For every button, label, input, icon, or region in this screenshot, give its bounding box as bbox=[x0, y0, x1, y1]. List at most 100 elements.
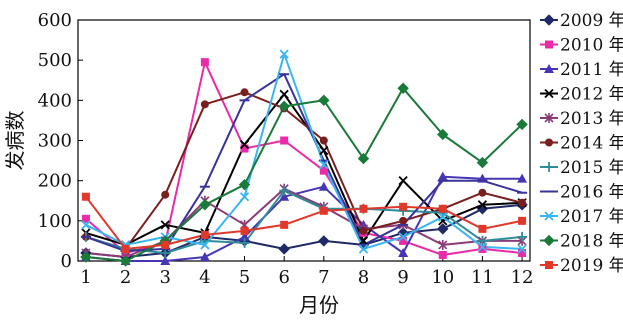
data-point bbox=[200, 240, 210, 250]
series-line-7 bbox=[85, 189, 523, 254]
legend-label: 2010 年 bbox=[560, 36, 623, 56]
data-point bbox=[477, 242, 488, 252]
legend-item: 2014 年 bbox=[540, 134, 623, 154]
data-point bbox=[358, 236, 369, 246]
legend: 2009 年 2010 年 2011 年 2012 年 2013 年 2014 年 2015… bbox=[540, 11, 623, 276]
legend-swatch-marker bbox=[544, 88, 554, 99]
data-point bbox=[399, 236, 408, 245]
data-point bbox=[239, 139, 250, 150]
data-point bbox=[319, 145, 329, 156]
data-point bbox=[516, 118, 528, 131]
series-line-10 bbox=[85, 87, 523, 262]
legend-swatch-marker bbox=[544, 162, 554, 172]
x-tick-label: 10 bbox=[431, 267, 454, 288]
data-point bbox=[279, 191, 290, 201]
data-point bbox=[517, 231, 528, 242]
data-point bbox=[278, 243, 290, 255]
x-tick-label: 1 bbox=[80, 267, 91, 288]
legend-label: 2014 年 bbox=[560, 134, 623, 154]
data-point bbox=[438, 212, 448, 222]
data-point bbox=[438, 216, 448, 226]
data-point bbox=[478, 224, 487, 233]
legend-label: 2011 年 bbox=[560, 60, 623, 80]
series-markers bbox=[80, 49, 528, 267]
data-point bbox=[319, 136, 328, 145]
legend-swatch-marker bbox=[544, 211, 554, 221]
data-point bbox=[359, 226, 368, 235]
legend-item: 2013 年 bbox=[540, 109, 623, 129]
series-lines bbox=[85, 53, 523, 262]
data-point bbox=[357, 152, 370, 165]
data-point bbox=[398, 176, 408, 186]
y-tick-label: 200 bbox=[38, 171, 72, 192]
data-point bbox=[399, 216, 408, 225]
series-line-1 bbox=[85, 203, 523, 258]
data-point bbox=[240, 226, 249, 235]
data-point bbox=[478, 244, 487, 253]
data-point bbox=[279, 89, 289, 99]
data-point bbox=[437, 171, 448, 181]
legend-label: 2017 年 bbox=[560, 207, 623, 227]
data-point bbox=[399, 202, 408, 211]
data-point bbox=[81, 220, 91, 230]
data-point bbox=[239, 192, 250, 202]
data-point bbox=[437, 223, 449, 235]
legend-label: 2019 年 bbox=[560, 256, 623, 276]
legend-item: 2018 年 bbox=[540, 232, 623, 252]
data-point bbox=[200, 230, 209, 239]
data-point bbox=[437, 128, 449, 141]
data-point bbox=[359, 204, 368, 213]
x-tick-label: 9 bbox=[397, 267, 408, 288]
data-point bbox=[280, 136, 289, 145]
data-point bbox=[278, 100, 290, 113]
legend-item: 2010 年 bbox=[540, 36, 623, 56]
data-point bbox=[240, 144, 249, 153]
data-point bbox=[476, 156, 489, 169]
data-point bbox=[358, 244, 369, 254]
series-line-6 bbox=[85, 91, 523, 250]
data-point bbox=[319, 166, 328, 175]
data-point bbox=[318, 181, 329, 191]
y-axis-title: 发病数 bbox=[3, 111, 27, 171]
legend-swatch-marker bbox=[543, 14, 555, 26]
data-point bbox=[81, 214, 90, 223]
data-point bbox=[397, 82, 409, 94]
legend-swatch-marker bbox=[544, 113, 554, 123]
legend-label: 2012 年 bbox=[560, 85, 623, 105]
x-tick-label: 5 bbox=[239, 267, 250, 288]
legend-label: 2009 年 bbox=[560, 11, 623, 31]
data-point bbox=[239, 231, 250, 241]
data-point bbox=[517, 244, 527, 254]
data-point bbox=[279, 49, 289, 59]
y-tick-label: 100 bbox=[38, 211, 72, 232]
legend-item: 2015 年 bbox=[540, 158, 623, 178]
legend-swatch-marker bbox=[543, 234, 555, 247]
data-point bbox=[279, 185, 290, 196]
legend-swatch-marker bbox=[545, 261, 553, 269]
data-point bbox=[518, 248, 527, 257]
data-point bbox=[438, 250, 447, 259]
x-tick-label: 8 bbox=[358, 267, 369, 288]
data-point bbox=[318, 94, 330, 107]
legend-swatch-marker bbox=[545, 138, 553, 147]
data-point bbox=[280, 220, 289, 229]
data-point bbox=[199, 199, 211, 211]
legend-label: 2013 年 bbox=[560, 109, 623, 129]
data-point bbox=[238, 178, 251, 191]
data-point bbox=[200, 100, 209, 109]
data-point bbox=[477, 235, 488, 246]
series-line-8 bbox=[85, 73, 523, 252]
x-tick-label: 6 bbox=[278, 267, 289, 288]
data-point bbox=[478, 188, 487, 197]
data-point bbox=[160, 220, 170, 230]
data-point bbox=[438, 239, 448, 250]
data-point bbox=[199, 251, 210, 261]
data-point bbox=[239, 237, 250, 248]
data-point bbox=[119, 255, 132, 267]
legend-label: 2016 年 bbox=[560, 183, 623, 203]
data-point bbox=[200, 58, 209, 67]
plot-frame bbox=[77, 19, 531, 262]
